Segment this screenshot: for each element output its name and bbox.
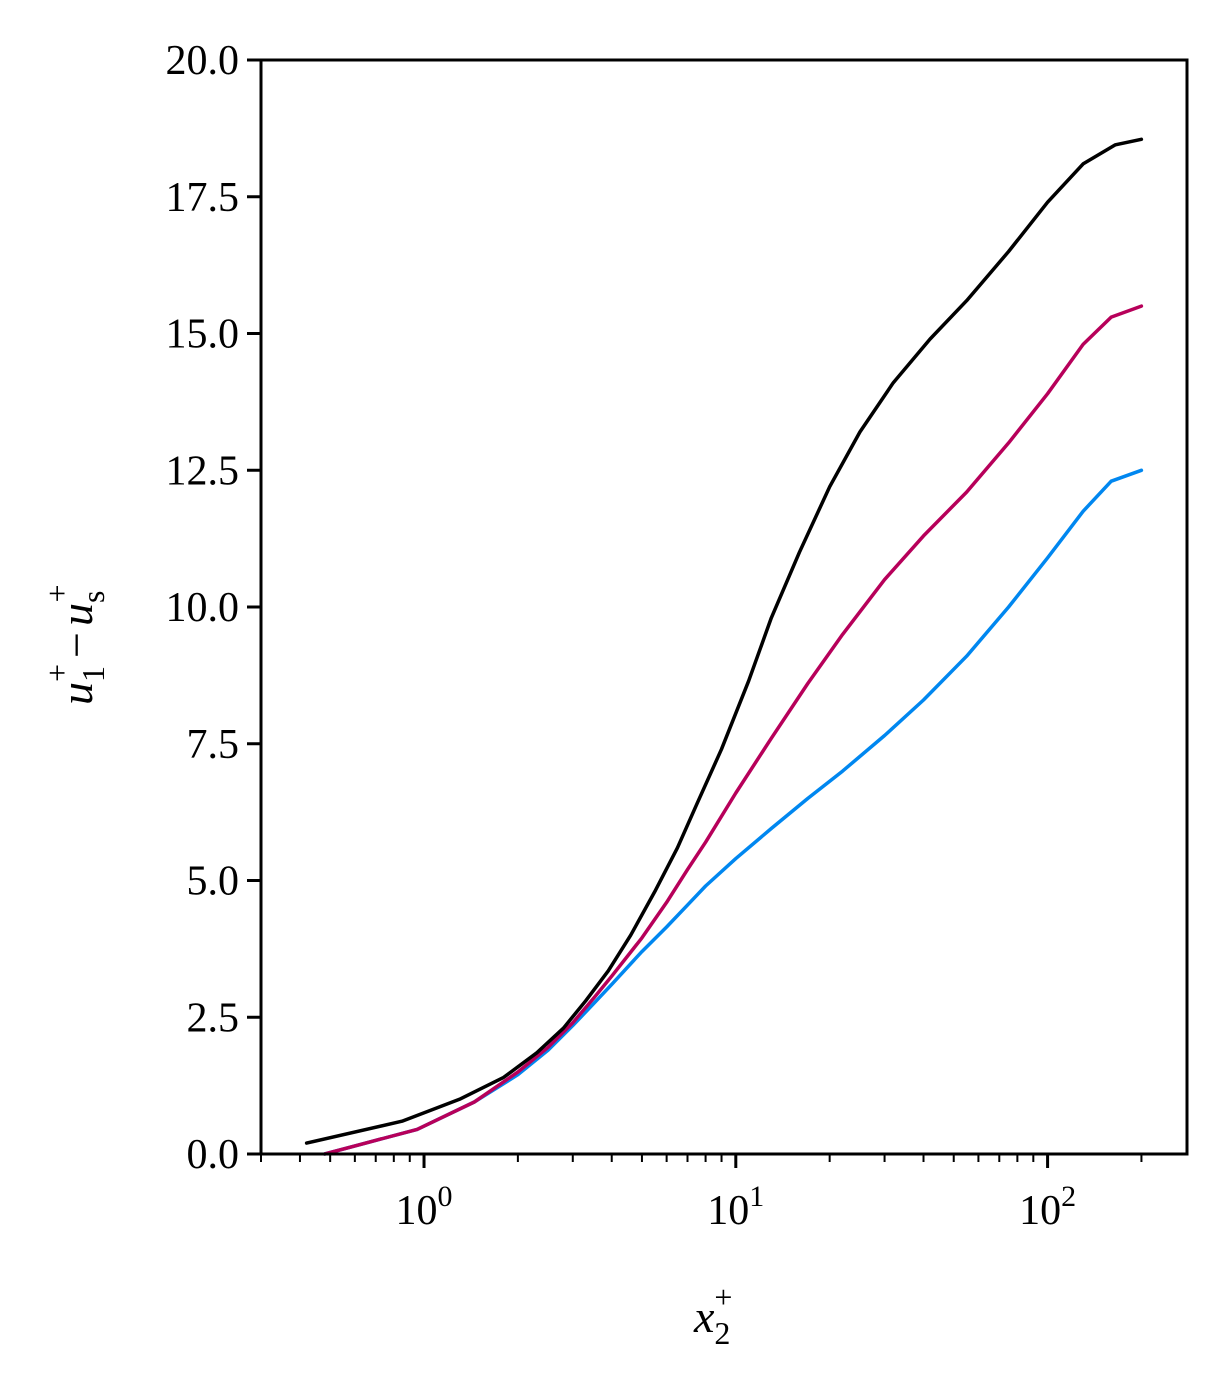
series-line-1	[322, 468, 1144, 1156]
y-tick-label: 12.5	[166, 448, 240, 494]
y-axis-label: u1+−us+	[39, 585, 111, 706]
y-tick-label: 15.0	[166, 312, 240, 358]
y-tick-label: 20.0	[166, 38, 240, 84]
y-tick-label: 0.0	[187, 1132, 240, 1178]
x-tick-label: 101	[707, 1180, 764, 1234]
y-tick-label: 2.5	[187, 995, 240, 1041]
plot-area: 0.02.55.07.510.012.515.017.520.0 100 101 1…	[166, 38, 1189, 1234]
y-tick-label: 7.5	[187, 722, 240, 768]
y-tick-label: 10.0	[166, 585, 240, 631]
y-axis: 0.0 2.5 5.0 7.5 10.0 12.5 15.0 17.5 20.0	[166, 38, 261, 1178]
x-axis: 100 101 102	[260, 1154, 1143, 1234]
series-layer	[304, 137, 1144, 1156]
x-tick-label: 102	[1019, 1180, 1076, 1234]
series-line-2	[322, 304, 1144, 1156]
x-tick-label: 100	[396, 1180, 453, 1234]
series-line-3	[304, 137, 1144, 1145]
y-tick-label: 5.0	[187, 859, 240, 905]
y-tick-label: 17.5	[166, 175, 240, 221]
plot-frame	[259, 58, 1189, 1156]
x-axis-label: x2+	[693, 1279, 732, 1351]
